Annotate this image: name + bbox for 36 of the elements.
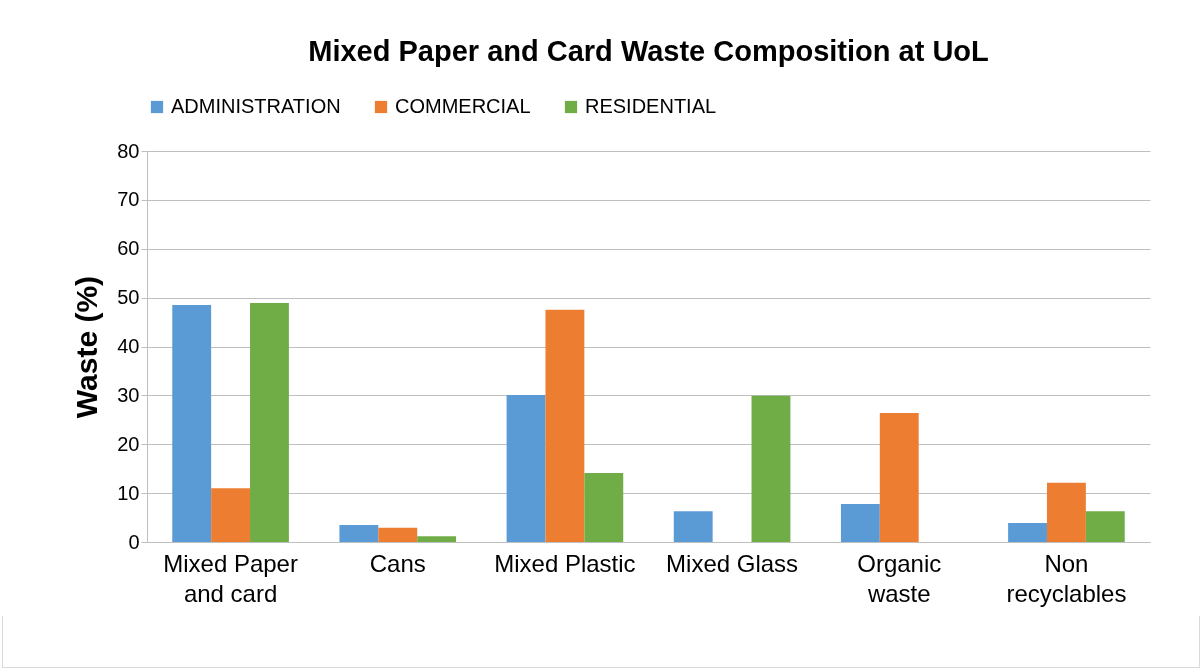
bar bbox=[1085, 511, 1125, 542]
y-axis-title: Waste (%) bbox=[70, 275, 104, 419]
x-tick-label: Non recyclables bbox=[1006, 549, 1127, 607]
bar bbox=[545, 309, 585, 542]
bar bbox=[339, 524, 379, 542]
legend-label: ADMINISTRATION bbox=[171, 95, 341, 117]
legend-label: COMMERCIAL bbox=[395, 95, 531, 117]
x-tick-label: Mixed Glass bbox=[666, 549, 799, 577]
bar bbox=[378, 527, 418, 542]
y-tick-label: 20 bbox=[117, 432, 140, 455]
x-tick-label: Mixed Paper and card bbox=[163, 549, 298, 607]
y-tick-label: 70 bbox=[117, 188, 140, 211]
y-tick-label: 80 bbox=[117, 139, 140, 162]
bar bbox=[584, 473, 624, 542]
y-tick-label: 60 bbox=[117, 237, 140, 260]
bar bbox=[751, 395, 791, 542]
y-tick-label: 40 bbox=[117, 335, 140, 357]
x-tick-label: Mixed Plastic bbox=[494, 549, 636, 577]
y-tick-label: 30 bbox=[117, 383, 140, 406]
bar bbox=[172, 304, 212, 542]
bar bbox=[673, 511, 713, 542]
bar bbox=[879, 412, 919, 542]
bar bbox=[1008, 522, 1047, 542]
y-tick-label: 50 bbox=[117, 286, 140, 309]
bar bbox=[506, 394, 546, 542]
x-tick-label: Cans bbox=[369, 549, 426, 577]
bar bbox=[250, 303, 289, 542]
bar bbox=[417, 536, 457, 542]
y-tick-label: 0 bbox=[128, 530, 140, 553]
legend-label: RESIDENTIAL bbox=[585, 95, 717, 117]
bar bbox=[211, 488, 251, 542]
bar bbox=[840, 503, 880, 542]
x-tick-label: Organic waste bbox=[857, 549, 942, 607]
bar bbox=[1046, 482, 1086, 542]
chart-title: Mixed Paper and Card Waste Composition at UoL bbox=[308, 35, 989, 67]
y-tick-label: 10 bbox=[117, 481, 140, 504]
